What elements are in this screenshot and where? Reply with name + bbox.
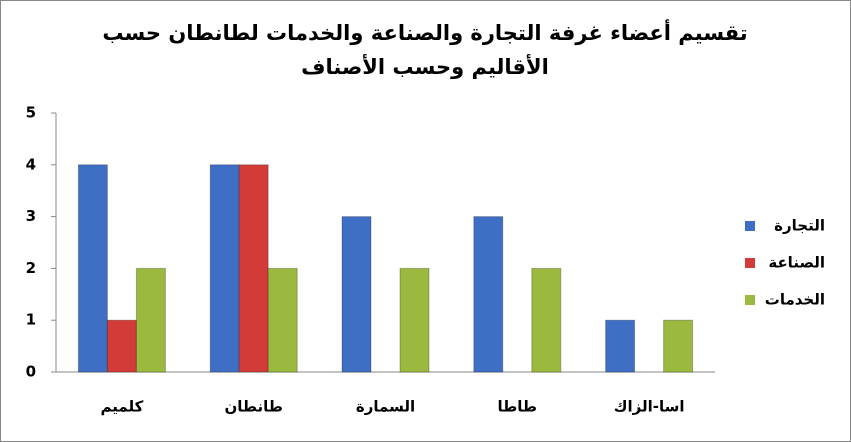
bar (267, 267, 298, 373)
chart-title: تقسيم أعضاء غرفة التجارة والصناعة والخدم… (102, 18, 747, 45)
legend-label: الخدمات (765, 291, 825, 309)
legend-swatch (745, 221, 755, 231)
y-tick-label: 5 (26, 104, 36, 122)
legend-label: التجارة (774, 217, 825, 235)
y-tick-label: 1 (26, 311, 36, 329)
bar (209, 164, 240, 373)
bar (663, 319, 694, 373)
y-tick-label: 0 (26, 363, 36, 381)
x-tick-label: طانطان (224, 398, 282, 416)
legend-swatch (745, 295, 755, 305)
x-tick-label: اسا-الزاك (614, 398, 685, 416)
bar (238, 164, 269, 373)
y-tick-label: 3 (26, 207, 36, 225)
x-tick-label: طاطا (498, 398, 538, 416)
bar (77, 164, 108, 373)
legend-swatch (745, 258, 755, 268)
bar (531, 267, 562, 373)
legend-label: الصناعة (768, 254, 825, 272)
x-tick-label: السمارة (356, 398, 415, 416)
chart-title: الأقاليم وحسب الأصناف (301, 53, 549, 79)
bar (473, 216, 504, 373)
bar (399, 267, 430, 373)
bar (106, 319, 137, 373)
bar (605, 319, 636, 373)
y-tick-label: 2 (26, 259, 36, 277)
y-tick-label: 4 (26, 155, 36, 173)
bar (341, 216, 372, 373)
bar (135, 267, 166, 373)
x-tick-label: كلميم (101, 398, 144, 416)
